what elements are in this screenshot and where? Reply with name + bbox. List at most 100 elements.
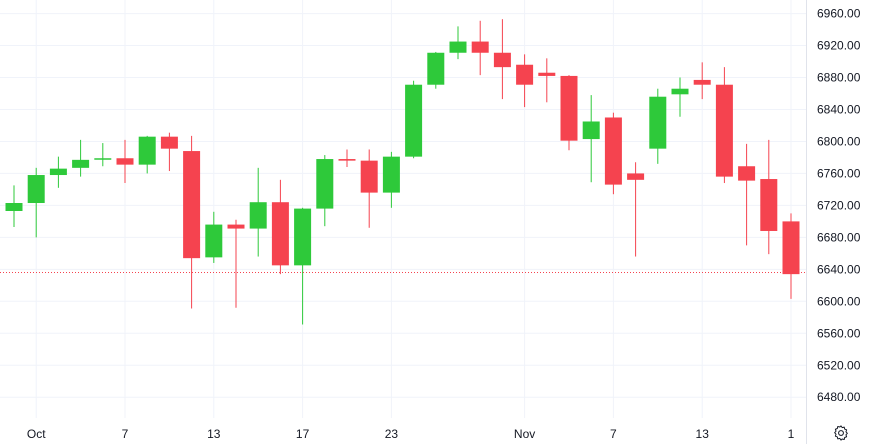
candle (227, 219, 245, 308)
candle (294, 207, 312, 325)
candle-body (516, 64, 534, 85)
candle (138, 135, 156, 174)
y-tick-label: 6720.00 (817, 198, 861, 212)
candle-body (738, 166, 756, 181)
candle (693, 62, 711, 100)
candle (405, 80, 423, 159)
candle-body (294, 208, 312, 266)
candle (738, 143, 756, 246)
candle-body (382, 156, 400, 193)
y-tick-label: 6680.00 (817, 230, 861, 244)
candle (516, 54, 534, 108)
x-tick-label: 1 (788, 427, 795, 441)
candle-body (627, 173, 645, 180)
gear-icon[interactable] (832, 424, 850, 442)
candle (471, 20, 489, 76)
y-tick-label: 6840.00 (817, 102, 861, 116)
candle (49, 156, 67, 188)
candle-body (671, 88, 689, 95)
candle (72, 139, 90, 177)
x-tick-label: Oct (27, 427, 46, 441)
candle-body (160, 136, 178, 149)
y-axis-labels: 6960.00 6920.00 6880.00 6840.00 6800.00 6760.… (817, 7, 861, 405)
y-tick-label: 6520.00 (817, 358, 861, 372)
x-tick-label: 23 (385, 427, 399, 441)
candle (338, 149, 356, 168)
candle (782, 213, 800, 299)
y-tick-label: 6480.00 (817, 390, 861, 404)
x-axis-labels: Oct 7 13 17 23 Nov 7 13 1 (27, 427, 795, 441)
candle-body (183, 151, 201, 259)
candle-body (604, 117, 622, 185)
candle-body (449, 41, 467, 53)
candle (116, 139, 134, 184)
candle-body (471, 41, 489, 53)
candle-body (427, 52, 445, 85)
x-tick-label: 13 (696, 427, 710, 441)
candle (27, 167, 45, 238)
candle-body (49, 168, 67, 176)
y-tick-label: 6560.00 (817, 326, 861, 340)
x-tick-label: 7 (610, 427, 617, 441)
candle (183, 135, 201, 309)
candle (582, 95, 600, 183)
candle-body (493, 52, 511, 68)
candle (271, 179, 289, 275)
candle-body (405, 84, 423, 157)
candle-body (138, 136, 156, 165)
y-tick-label: 6800.00 (817, 134, 861, 148)
candle-body (760, 179, 778, 231)
x-tick-label: 13 (207, 427, 221, 441)
y-tick-label: 6600.00 (817, 294, 861, 308)
candle-body (360, 160, 378, 193)
candle (94, 143, 112, 167)
candle-body (782, 221, 800, 275)
candle-body (715, 84, 733, 177)
y-tick-label: 6760.00 (817, 166, 861, 180)
candle (360, 149, 378, 228)
candle-body (271, 202, 289, 266)
candle (649, 88, 667, 164)
y-tick-label: 6960.00 (817, 7, 861, 21)
candle-body (205, 224, 223, 258)
candle (604, 112, 622, 195)
grid-lines (0, 0, 806, 418)
candle-body (94, 158, 112, 160)
x-tick-label: 17 (296, 427, 310, 441)
candle (5, 185, 23, 227)
candles (5, 19, 800, 325)
candle (160, 132, 178, 172)
candle-body (27, 175, 45, 204)
candle (249, 167, 267, 257)
candle-body (116, 158, 134, 165)
candle-body (649, 96, 667, 149)
candle (671, 77, 689, 117)
candle-body (72, 159, 90, 168)
x-tick-label: Nov (514, 427, 535, 441)
candle (715, 67, 733, 184)
y-tick-label: 6920.00 (817, 39, 861, 53)
candle-body (538, 72, 556, 76)
candle (316, 155, 334, 227)
y-tick-label: 6880.00 (817, 71, 861, 85)
x-tick-label: 7 (122, 427, 129, 441)
candle-body (5, 203, 23, 211)
candle-body (693, 79, 711, 85)
candle-body (227, 224, 245, 229)
candle (627, 162, 645, 257)
candle (382, 151, 400, 208)
y-tick-label: 6640.00 (817, 262, 861, 276)
candle (493, 19, 511, 100)
candle-body (582, 121, 600, 140)
candle-body (560, 75, 578, 141)
candle-body (249, 202, 267, 229)
candle-body (338, 159, 356, 161)
candle (560, 75, 578, 151)
candle (427, 51, 445, 89)
candle (205, 211, 223, 263)
candle (449, 26, 467, 60)
candle (538, 58, 556, 103)
candle-body (316, 159, 334, 209)
candle (760, 139, 778, 255)
